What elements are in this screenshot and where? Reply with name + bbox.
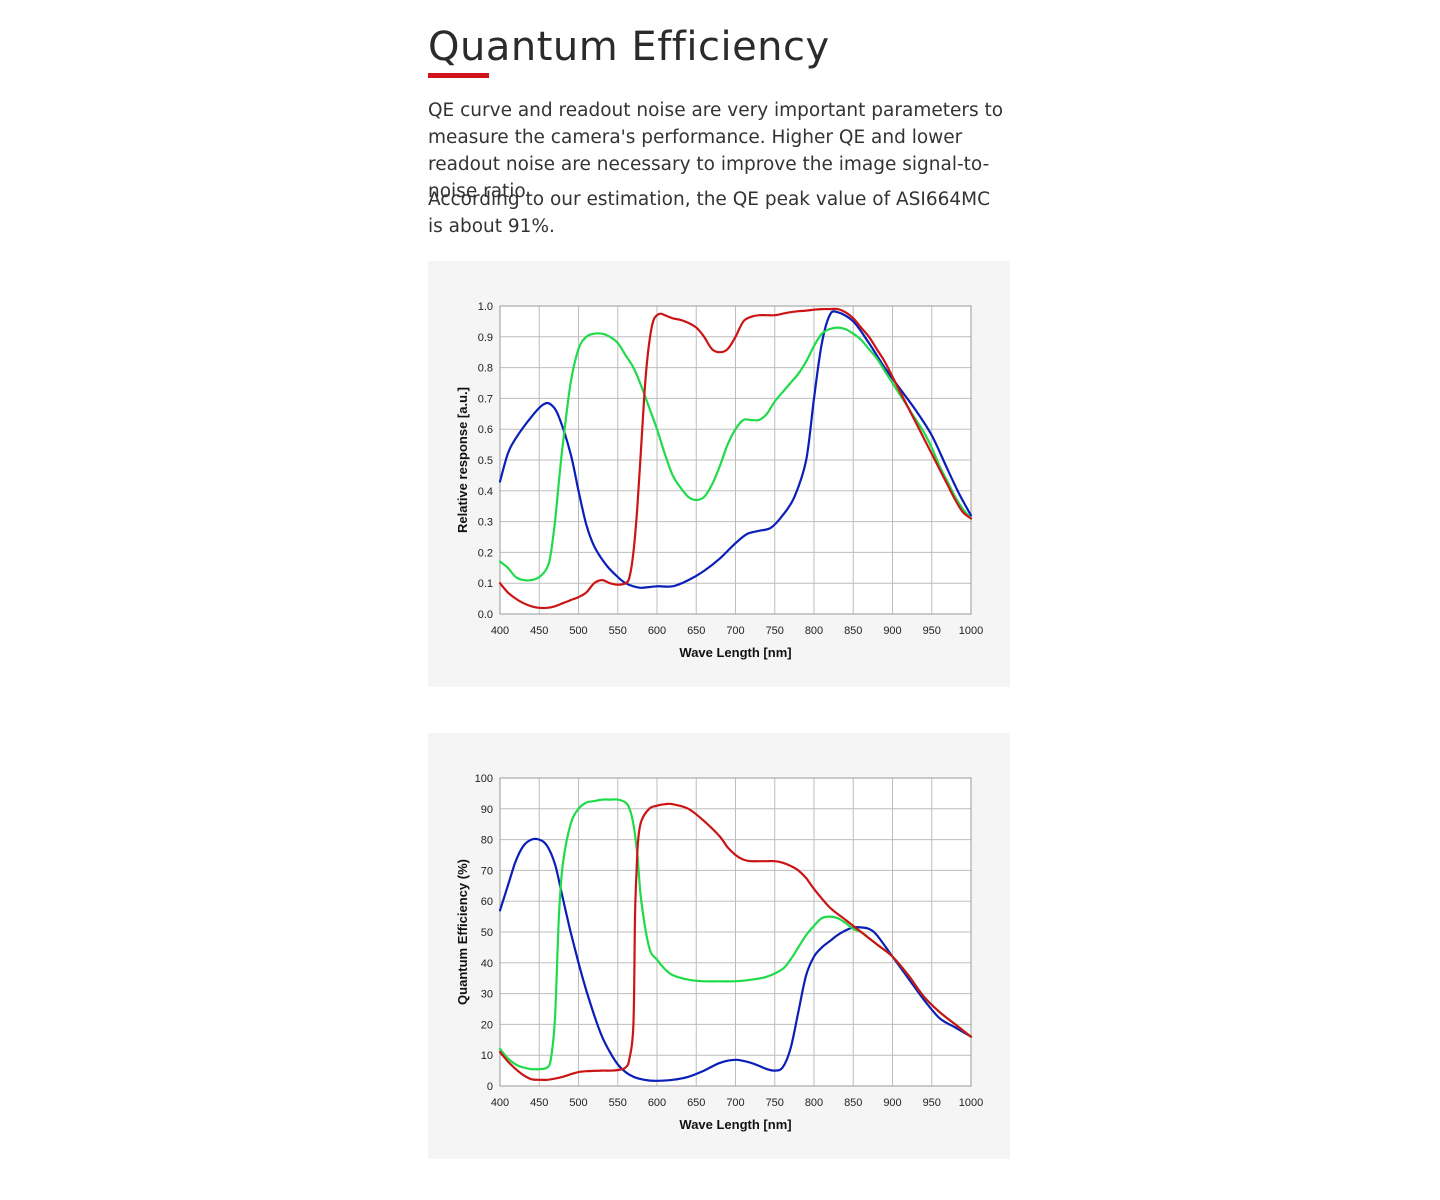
y-tick-label: 0 bbox=[487, 1081, 493, 1093]
y-tick-label: 1.0 bbox=[478, 301, 493, 313]
y-tick-label: 80 bbox=[481, 835, 493, 847]
quantum-efficiency-svg: 400 450 500 550 600 650 700 750 800 850 900 950 1000… bbox=[455, 773, 983, 1132]
x-tick-label: 600 bbox=[648, 625, 666, 637]
y-axis-label: Relative response [a.u.] bbox=[455, 387, 470, 533]
x-tick-label: 1000 bbox=[959, 625, 983, 637]
y-tick-label: 0.7 bbox=[478, 393, 493, 405]
x-tick-label: 650 bbox=[687, 1097, 705, 1109]
relative-response-chart: 400 450 500 550 600 650 700 750 800 850 900 950 1000… bbox=[428, 261, 1010, 687]
plot-border bbox=[499, 777, 972, 1087]
x-tick-label: 800 bbox=[805, 1097, 823, 1109]
y-tick-label: 60 bbox=[481, 896, 493, 908]
estimation-paragraph: According to our estimation, the QE peak… bbox=[428, 189, 991, 237]
x-axis-label: Wave Length [nm] bbox=[679, 645, 791, 660]
x-tick-label: 400 bbox=[491, 625, 509, 637]
y-tick-label: 90 bbox=[481, 804, 493, 816]
y-tick-label: 50 bbox=[481, 927, 493, 939]
x-tick-label: 650 bbox=[687, 625, 705, 637]
x-axis-label: Wave Length [nm] bbox=[679, 1117, 791, 1132]
section-title: Quantum Efficiency bbox=[428, 24, 830, 70]
grid-lines bbox=[500, 306, 971, 614]
y-axis-label: Quantum Efficiency (%) bbox=[455, 859, 470, 1005]
x-tick-label: 700 bbox=[726, 1097, 744, 1109]
x-tick-label: 500 bbox=[569, 625, 587, 637]
quantum-efficiency-chart: 400 450 500 550 600 650 700 750 800 850 900 950 1000… bbox=[428, 733, 1010, 1159]
x-tick-label: 900 bbox=[883, 625, 901, 637]
x-tick-label: 700 bbox=[726, 625, 744, 637]
x-tick-label: 850 bbox=[844, 625, 862, 637]
y-tick-label: 40 bbox=[481, 958, 493, 970]
x-tick-label: 600 bbox=[648, 1097, 666, 1109]
y-tick-label: 0.1 bbox=[478, 578, 493, 590]
x-tick-label: 950 bbox=[923, 1097, 941, 1109]
title-underline bbox=[428, 73, 489, 78]
x-tick-label: 500 bbox=[569, 1097, 587, 1109]
x-tick-label: 850 bbox=[844, 1097, 862, 1109]
y-tick-label: 0.2 bbox=[478, 547, 493, 559]
series-line-2 bbox=[498, 326, 973, 582]
x-tick-label: 550 bbox=[609, 1097, 627, 1109]
y-tick-label: 30 bbox=[481, 989, 493, 1001]
x-tick-label: 750 bbox=[766, 1097, 784, 1109]
x-tick-label: 950 bbox=[923, 625, 941, 637]
plot-border bbox=[499, 305, 972, 615]
series-line-3 bbox=[498, 802, 973, 1082]
series-line-3 bbox=[498, 307, 973, 610]
series-line-1 bbox=[498, 837, 973, 1082]
x-tick-label: 900 bbox=[883, 1097, 901, 1109]
series-line-2 bbox=[498, 798, 973, 1071]
x-tick-label: 400 bbox=[491, 1097, 509, 1109]
y-tick-label: 0.0 bbox=[478, 609, 493, 621]
y-tick-label: 0.5 bbox=[478, 455, 493, 467]
x-tick-label: 450 bbox=[530, 625, 548, 637]
y-tick-label: 70 bbox=[481, 865, 493, 877]
x-tick-label: 550 bbox=[609, 625, 627, 637]
intro-paragraph: QE curve and readout noise are very impo… bbox=[428, 100, 1004, 202]
x-tick-label: 450 bbox=[530, 1097, 548, 1109]
y-tick-label: 0.4 bbox=[478, 486, 493, 498]
x-tick-label: 1000 bbox=[959, 1097, 983, 1109]
series-line-1 bbox=[498, 310, 973, 589]
y-tick-label: 20 bbox=[481, 1019, 493, 1031]
y-tick-label: 100 bbox=[475, 773, 493, 785]
y-tick-label: 10 bbox=[481, 1050, 493, 1062]
x-tick-label: 750 bbox=[766, 625, 784, 637]
relative-response-svg: 400 450 500 550 600 650 700 750 800 850 900 950 1000… bbox=[455, 301, 983, 660]
y-tick-label: 0.8 bbox=[478, 363, 493, 375]
y-tick-label: 0.9 bbox=[478, 332, 493, 344]
y-tick-label: 0.6 bbox=[478, 424, 493, 436]
y-tick-label: 0.3 bbox=[478, 517, 493, 529]
x-tick-label: 800 bbox=[805, 625, 823, 637]
